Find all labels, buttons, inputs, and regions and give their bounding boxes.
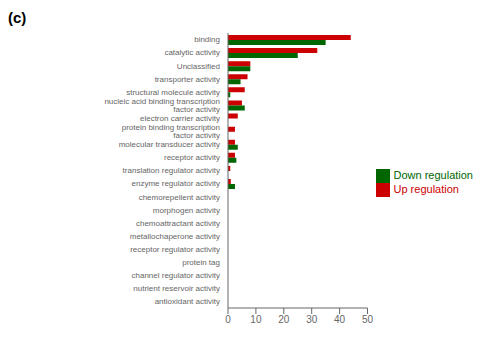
svg-text:chemoattractant activity: chemoattractant activity <box>136 219 220 228</box>
svg-text:0: 0 <box>225 314 231 325</box>
svg-text:10: 10 <box>250 314 262 325</box>
svg-text:transporter activity: transporter activity <box>155 75 220 84</box>
svg-text:catalytic activity: catalytic activity <box>164 48 220 57</box>
html-text:Down regulation: Down regulation <box>393 168 473 181</box>
svg-text:protein binding transcriptionf: protein binding transcriptionfactor acti… <box>122 123 220 140</box>
svg-text:protein tag: protein tag <box>182 258 220 267</box>
svg-text:antioxidant activity: antioxidant activity <box>155 297 220 306</box>
svg-text:metallochaperone activity: metallochaperone activity <box>130 232 220 241</box>
html-text:(c): (c) <box>8 9 27 26</box>
svg-text:morphogen activity: morphogen activity <box>153 206 220 215</box>
svg-text:50: 50 <box>362 314 374 325</box>
svg-text:molecular transducer activity: molecular transducer activity <box>119 140 220 149</box>
svg-text:receptor activity: receptor activity <box>164 153 220 162</box>
svg-text:enzyme regulator activity: enzyme regulator activity <box>132 179 220 188</box>
svg-text:nucleic acid binding transcrip: nucleic acid binding transcriptionfactor… <box>104 97 220 114</box>
svg-text:binding: binding <box>194 35 220 44</box>
svg-text:translation regulator activity: translation regulator activity <box>123 166 220 175</box>
svg-text:chemorepellent activity: chemorepellent activity <box>139 193 220 202</box>
svg-text:30: 30 <box>306 314 318 325</box>
svg-text:receptor regulator activity: receptor regulator activity <box>130 245 220 254</box>
svg-text:structural molecule activity: structural molecule activity <box>126 88 220 97</box>
svg-text:channel regulator activity: channel regulator activity <box>132 271 221 280</box>
svg-text:electron carrier activity: electron carrier activity <box>140 114 220 123</box>
svg-text:nutrient reservoir activity: nutrient reservoir activity <box>133 284 220 293</box>
svg-text:40: 40 <box>334 314 346 325</box>
svg-text:20: 20 <box>278 314 290 325</box>
svg-text:Unclassified: Unclassified <box>177 62 220 71</box>
html-text:Up regulation: Up regulation <box>393 183 459 195</box>
